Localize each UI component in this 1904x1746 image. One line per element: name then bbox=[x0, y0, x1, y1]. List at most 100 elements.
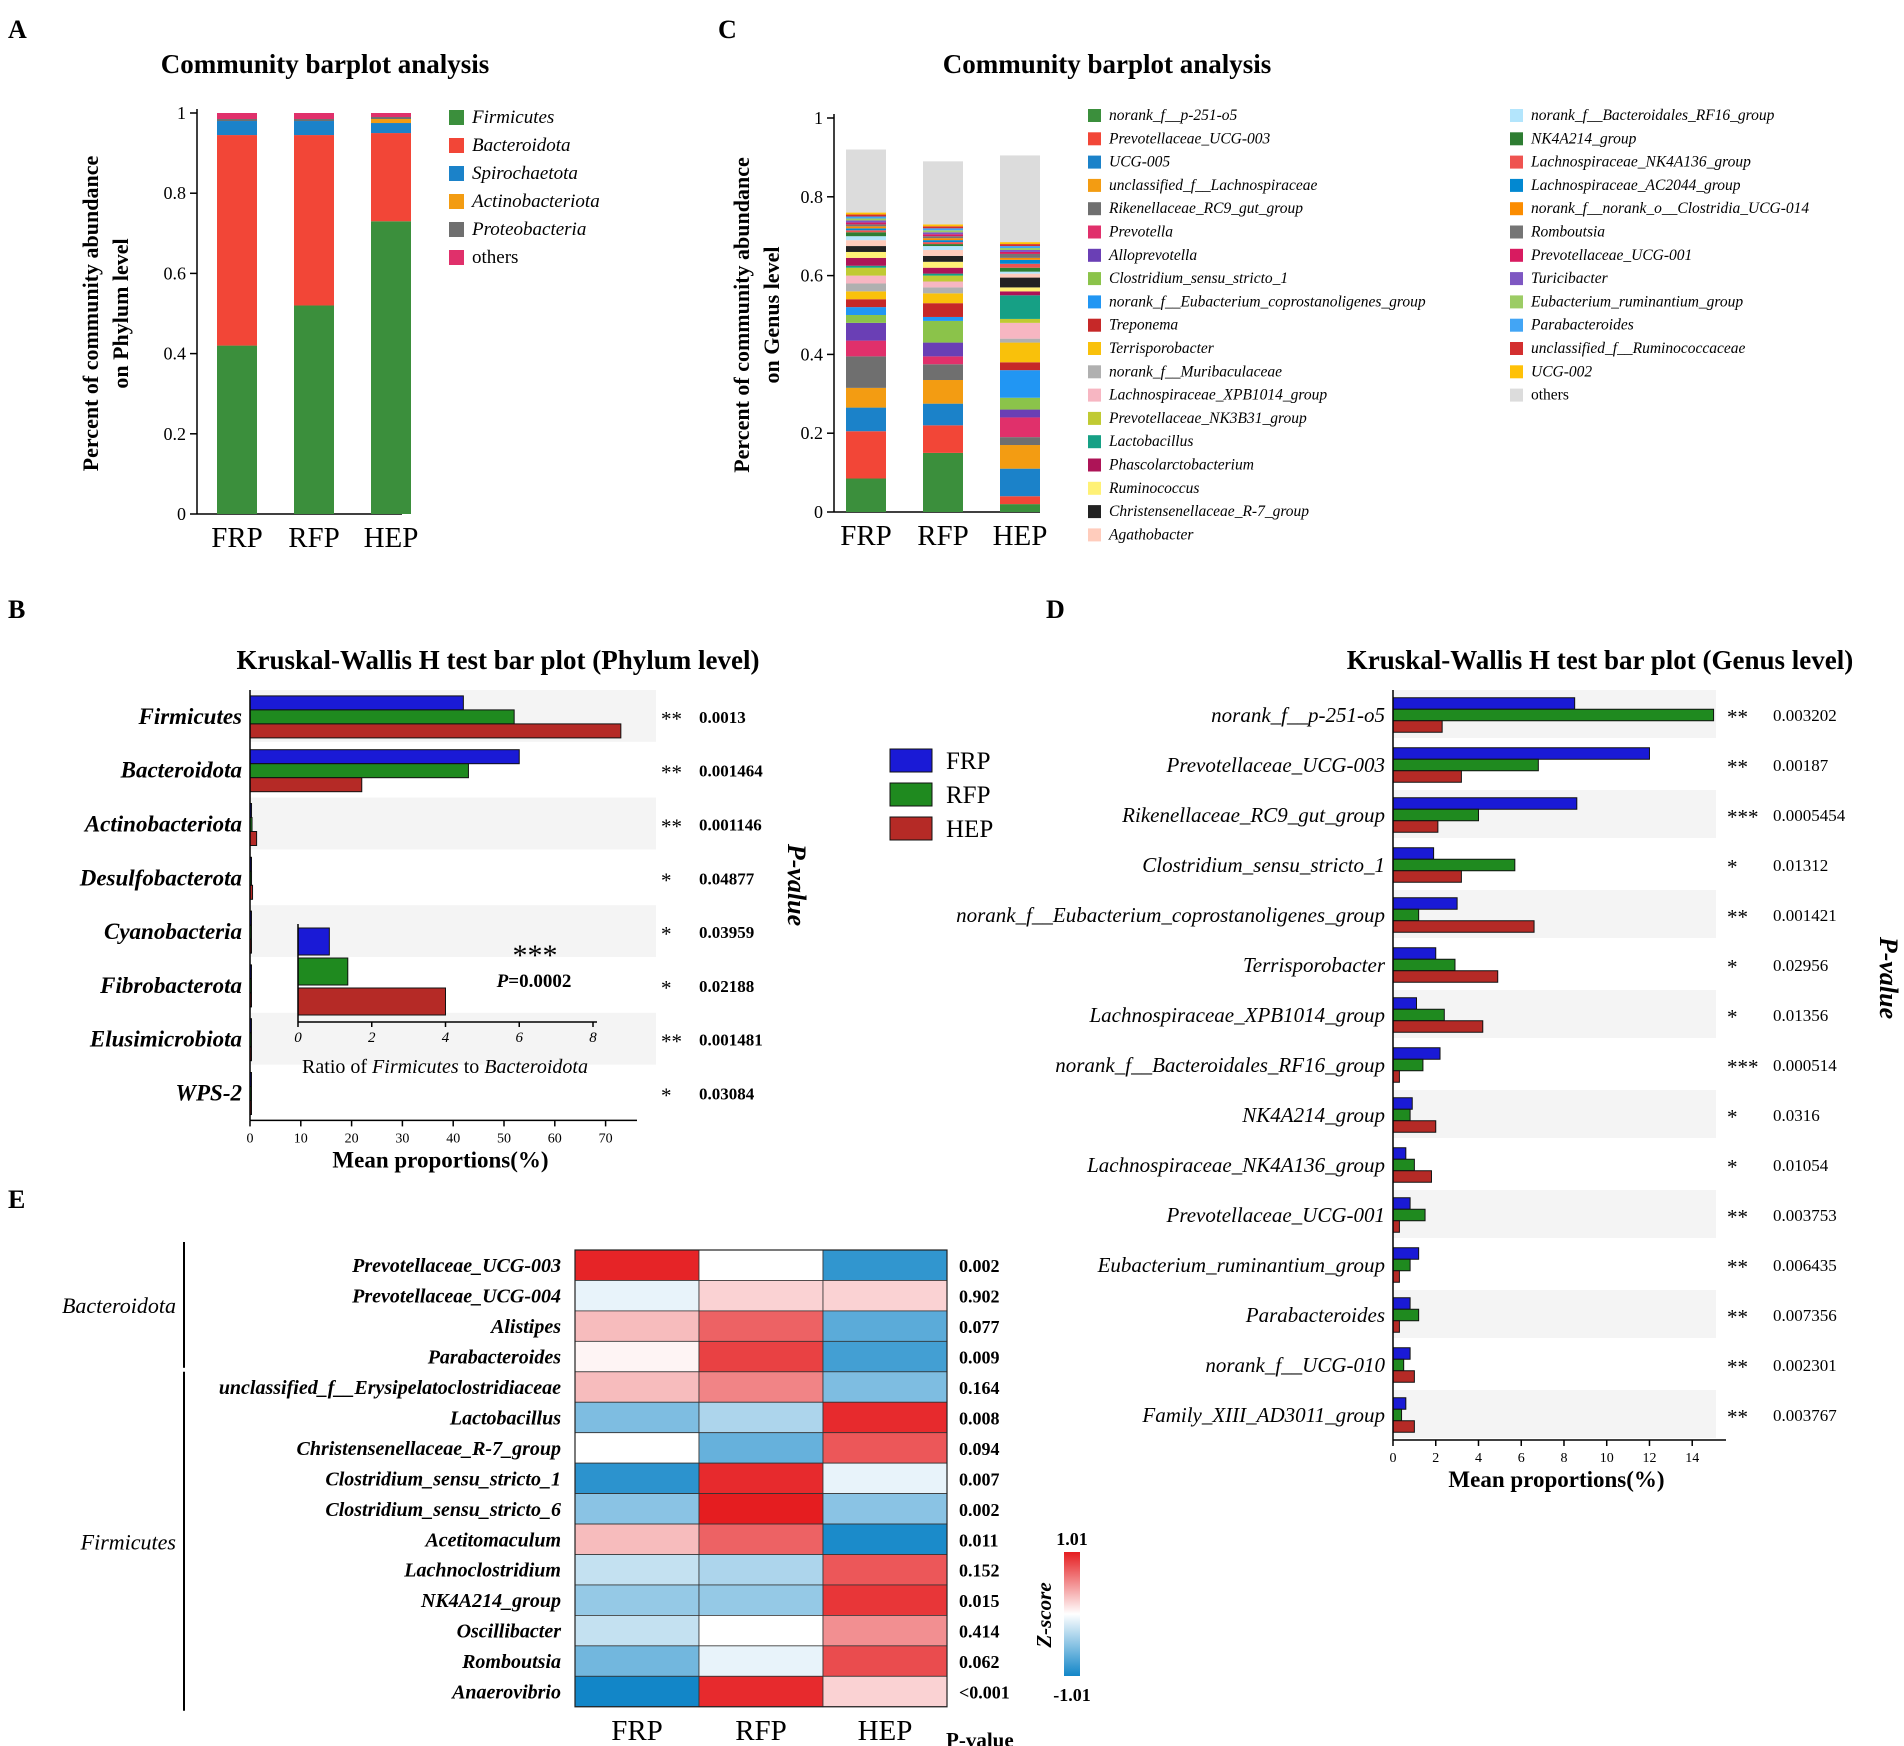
y-tick-label: 0.2 bbox=[801, 423, 824, 443]
legend-label: Prevotellaceae_UCG-003 bbox=[1108, 130, 1271, 147]
heatmap-p-value: 0.077 bbox=[959, 1317, 1000, 1337]
bar-segment-romboutsia bbox=[1000, 253, 1040, 258]
legend-label: Romboutsia bbox=[1530, 224, 1605, 241]
bar-segment-lachnospiraceae-nk4a136-group bbox=[1000, 263, 1040, 268]
inset-x-axis-label-part: Ratio of bbox=[302, 1056, 372, 1078]
bar-segment-phascolarctobacterium bbox=[1000, 291, 1040, 296]
bar-hep bbox=[1392, 870, 1462, 883]
bar-segment-christensenellaceae-r-7-group bbox=[846, 246, 886, 252]
category-label: norank_f__Eubacterium_coprostanoligenes_… bbox=[956, 903, 1385, 927]
legend-swatch-rfp bbox=[889, 782, 933, 807]
bar-segment-lachnospiraceae-xpb1014-group bbox=[923, 281, 963, 288]
bar-segment-nk4a214-group bbox=[923, 244, 963, 247]
heatmap-cell bbox=[574, 1554, 700, 1586]
bar-segment-terrisporobacter bbox=[846, 291, 886, 300]
heatmap-cell bbox=[574, 1615, 700, 1647]
colorbar-max-label: 1.01 bbox=[1056, 1529, 1088, 1549]
legend-label: Eubacterium_ruminantium_group bbox=[1530, 293, 1743, 310]
x-axis-label: Mean proportions(%) bbox=[332, 1147, 548, 1172]
bar-segment-firmicutes bbox=[371, 221, 411, 514]
heatmap-p-value: 0.094 bbox=[959, 1439, 1000, 1459]
p-value: 0.03084 bbox=[699, 1085, 755, 1104]
category-label: Prevotellaceae_UCG-003 bbox=[1166, 753, 1385, 777]
x-tick-label: 20 bbox=[345, 1131, 359, 1146]
bar-hep bbox=[249, 723, 622, 739]
bar-segment-lachnospiraceae-nk4a136-group bbox=[923, 242, 963, 245]
heatmap-cell bbox=[574, 1462, 700, 1495]
bar-segment-prevotellaceae-ucg-003 bbox=[1000, 496, 1040, 505]
heatmap-row-label: Christensenellaceae_R-7_group bbox=[297, 1438, 561, 1460]
p-value: 0.03959 bbox=[699, 923, 754, 942]
legend-swatch bbox=[1088, 481, 1101, 495]
bar-segment-norank-f-p-251-o5 bbox=[1000, 504, 1040, 512]
inset-x-tick-label: 6 bbox=[516, 1030, 524, 1046]
legend-label: Firmicutes bbox=[471, 107, 554, 128]
bar-hep bbox=[1392, 1220, 1400, 1233]
bar-segment-norank-f-muribaculaceae bbox=[1000, 338, 1040, 343]
bar-frp bbox=[1392, 1247, 1420, 1260]
bar-segment-norank-f-eubacterium-coprostanoligenes-group bbox=[846, 307, 886, 315]
heatmap-row-label: unclassified_f__Erysipelatoclostridiacea… bbox=[219, 1377, 561, 1399]
p-value: 0.01312 bbox=[1773, 856, 1828, 875]
bar-segment-agathobacter bbox=[1000, 273, 1040, 278]
x-tick-label: RFP bbox=[917, 520, 969, 552]
heatmap-p-value: 0.011 bbox=[959, 1530, 999, 1550]
bar-hep bbox=[249, 831, 258, 846]
significance-stars: ** bbox=[1727, 1405, 1748, 1429]
x-tick-label: 10 bbox=[1600, 1451, 1614, 1466]
x-tick-label: 40 bbox=[446, 1131, 460, 1146]
bar-segment-unclassified-f-ruminococcaceae bbox=[1000, 244, 1040, 247]
x-tick-label: RFP bbox=[288, 522, 340, 554]
heatmap-p-value: 0.152 bbox=[959, 1561, 1000, 1581]
legend-label: Prevotellaceae_UCG-001 bbox=[1530, 247, 1692, 264]
significance-stars: ** bbox=[661, 1030, 682, 1054]
heatmap-cell bbox=[574, 1584, 700, 1616]
significance-stars: * bbox=[1727, 1005, 1738, 1029]
bar-segment-ucg-002 bbox=[846, 212, 886, 215]
bar-segment-clostridium-sensu-stricto-1 bbox=[1000, 397, 1040, 410]
panel-a-chart: Community barplot analysis Percent of com… bbox=[78, 49, 600, 554]
bar-hep bbox=[1392, 1320, 1400, 1333]
legend-swatch bbox=[1088, 295, 1101, 309]
legend-label: norank_f__norank_o__Clostridia_UCG-014 bbox=[1531, 200, 1809, 217]
heatmap-pvalue-header: P-value bbox=[946, 1728, 1014, 1746]
heatmap-cell bbox=[822, 1675, 948, 1708]
heatmap-row-label: Alistipes bbox=[489, 1316, 561, 1338]
bar-segment-ruminococcus bbox=[1000, 287, 1040, 292]
group-label: Bacteroidota bbox=[62, 1293, 176, 1318]
bar-segment-norank-f-p-251-o5 bbox=[923, 452, 963, 512]
bar-frp bbox=[1392, 1347, 1411, 1360]
p-value: 0.007356 bbox=[1773, 1306, 1837, 1325]
x-tick-label: 12 bbox=[1642, 1451, 1656, 1466]
x-tick-label: FRP bbox=[211, 522, 263, 554]
bar-segment-norank-f-bacteroidales-rf16-group bbox=[1000, 271, 1040, 274]
bar-rfp bbox=[1392, 708, 1715, 722]
bar-segment-nk4a214-group bbox=[1000, 267, 1040, 272]
bar-segment-parabacteroides bbox=[1000, 246, 1040, 249]
heatmap-cell bbox=[822, 1584, 948, 1616]
significance-stars: ** bbox=[661, 761, 682, 785]
bar-segment-prevotellaceae-nk3b31-group bbox=[923, 275, 963, 282]
significance-stars: ** bbox=[661, 707, 682, 731]
heatmap-p-value: <0.001 bbox=[959, 1683, 1010, 1703]
y-tick-label: 0 bbox=[814, 502, 823, 522]
p-value: 0.01054 bbox=[1773, 1156, 1829, 1175]
heatmap-row-label: Acetitomaculum bbox=[423, 1529, 561, 1551]
legend-label: Lachnospiraceae_XPB1014_group bbox=[1108, 387, 1327, 404]
legend-swatch bbox=[449, 222, 464, 237]
group-label: Firmicutes bbox=[80, 1529, 176, 1554]
bar-segment-turicibacter bbox=[846, 220, 886, 223]
bar-segment-norank-f-bacteroidales-rf16-group bbox=[923, 246, 963, 250]
panel-e-heatmap: Prevotellaceae_UCG-003 0.002 Prevotellacea… bbox=[62, 1242, 1091, 1746]
legend-swatch bbox=[1088, 411, 1101, 425]
y-axis-label: on Genus level bbox=[759, 247, 784, 384]
heatmap-cell bbox=[698, 1675, 824, 1708]
panel-label-b: B bbox=[8, 595, 25, 624]
bar-frp bbox=[1392, 797, 1578, 810]
heatmap-cell bbox=[574, 1280, 700, 1312]
p-value: 0.006435 bbox=[1773, 1256, 1837, 1275]
heatmap-column-label: FRP bbox=[611, 1715, 663, 1746]
bar-segment-unclassified-f-lachnospiraceae bbox=[846, 387, 886, 408]
legend-label: others bbox=[472, 247, 518, 268]
legend-label: Prevotella bbox=[1108, 224, 1173, 241]
